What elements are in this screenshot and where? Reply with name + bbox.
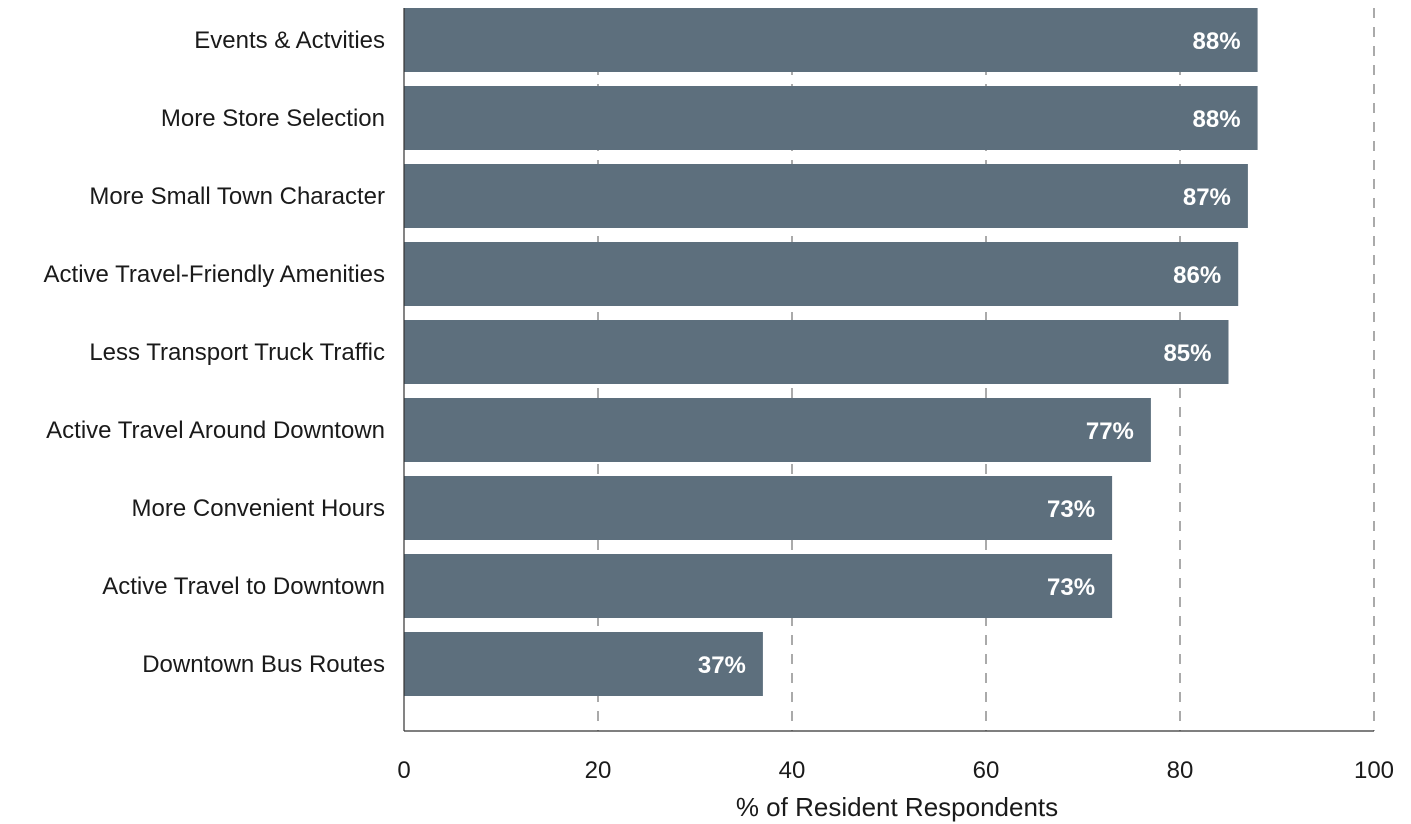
- x-tick-label: 100: [1354, 757, 1394, 784]
- x-tick-label: 20: [585, 757, 612, 784]
- value-label: 87%: [1183, 184, 1231, 211]
- category-label: Downtown Bus Routes: [142, 651, 385, 678]
- bars: Events & Actvities 88% More Store Selectio…: [44, 8, 1258, 696]
- category-label: Less Transport Truck Traffic: [89, 339, 385, 366]
- bar: [404, 398, 1151, 462]
- x-tick-label: 0: [397, 757, 410, 784]
- value-label: 37%: [698, 652, 746, 679]
- value-label: 77%: [1086, 418, 1134, 445]
- category-label: Active Travel to Downtown: [102, 573, 385, 600]
- category-label: More Store Selection: [161, 105, 385, 132]
- category-label: Active Travel Around Downtown: [46, 417, 385, 444]
- category-label: More Small Town Character: [89, 183, 385, 210]
- bar: [404, 476, 1113, 540]
- category-label: More Convenient Hours: [132, 495, 385, 522]
- value-label: 73%: [1047, 574, 1095, 601]
- value-label: 88%: [1193, 28, 1241, 55]
- bar: [404, 320, 1229, 384]
- bar: [404, 86, 1258, 150]
- bar: [404, 8, 1258, 72]
- x-axis-title: % of Resident Respondents: [736, 792, 1058, 822]
- axes: 0 20 40 60 80 100: [397, 8, 1394, 784]
- bar: [404, 164, 1248, 228]
- x-tick-label: 80: [1167, 757, 1194, 784]
- category-label: Events & Actvities: [194, 27, 385, 54]
- x-tick-label: 40: [779, 757, 806, 784]
- value-label: 88%: [1193, 106, 1241, 133]
- bar: [404, 242, 1239, 306]
- value-label: 73%: [1047, 496, 1095, 523]
- category-label: Active Travel-Friendly Amenities: [44, 261, 385, 288]
- bar: [404, 632, 763, 696]
- x-tick-label: 60: [973, 757, 1000, 784]
- value-label: 86%: [1173, 262, 1221, 289]
- bar: [404, 554, 1113, 618]
- value-label: 85%: [1163, 340, 1211, 367]
